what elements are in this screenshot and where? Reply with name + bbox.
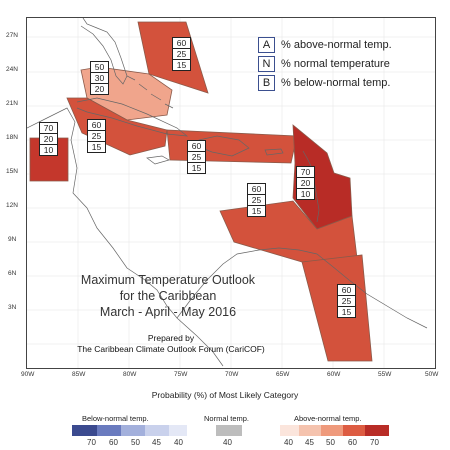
lat-label-9n: 9N [8,236,17,243]
lat-label-24n: 24N [6,66,18,73]
legend-swatch-normal-40 [216,425,242,436]
lon-label-65w: 65W [276,371,290,378]
prob-above: 70 [300,167,311,177]
legend-tick-below-50: 50 [131,438,140,447]
prob-normal: 20 [40,133,57,144]
legend-tick-above-40: 40 [284,438,293,447]
yucatan-central-america-coast [26,107,224,367]
legend-heading: Probability (%) of Most Likely Category [151,390,299,400]
legend-swatch-above-60 [343,425,365,436]
prob-box-lesser-antilles-north: 70 20 10 [296,166,315,200]
key-letter-a: A [258,37,275,53]
legend-tick-below-45: 45 [152,438,161,447]
legend-normal-caption: Normal temp. [204,414,250,423]
lat-label-27n: 27N [6,32,18,39]
prob-above: 60 [91,120,102,130]
legend-tick-below-70: 70 [87,438,96,447]
south-america-coast [176,247,428,329]
cuba-coast [76,97,189,137]
prob-below: 15 [173,59,190,70]
puerto-rico-coast [264,148,284,156]
map-title-line-2: for the Caribbean [119,289,217,303]
prob-normal: 25 [248,194,265,205]
prob-normal: 25 [88,130,105,141]
lat-label-3n: 3N [8,304,17,311]
key-text-below: % below-normal temp. [281,77,391,89]
key-row-above: A % above-normal temp. [258,37,392,53]
prob-box-bahamas-north: 50 30 20 [90,61,109,95]
lat-label-15n: 15N [6,168,18,175]
lon-label-75w: 75W [174,371,188,378]
prob-below: 15 [338,306,355,317]
lat-label-12n: 12N [6,202,18,209]
prob-normal: 25 [338,295,355,306]
map-title-line-3: March - April - May 2016 [99,305,237,319]
prob-box-guianas: 60 25 15 [337,284,356,318]
prob-below: 15 [188,162,205,173]
prob-box-southern-caribbean: 60 25 15 [247,183,266,217]
lon-label-90w: 90W [21,371,35,378]
legend-tick-above-70: 70 [370,438,379,447]
prob-below: 15 [248,205,265,216]
legend-swatch-above-45 [299,425,321,436]
legend-tick-below-60: 60 [109,438,118,447]
prob-below: 10 [40,144,57,155]
key-row-normal: N % normal temperature [258,56,390,72]
lon-label-50w: 50W [425,371,439,378]
lat-label-18n: 18N [6,134,18,141]
prob-normal: 30 [91,72,108,83]
legend-tick-above-45: 45 [305,438,314,447]
key-text-above: % above-normal temp. [281,39,392,51]
legend-below-caption: Below-normal temp. [82,414,149,423]
lat-label-21n: 21N [6,100,18,107]
prob-normal: 25 [188,151,205,162]
lon-label-70w: 70W [225,371,239,378]
legend-tick-below-40: 40 [174,438,183,447]
prob-box-north-florida-east: 60 25 15 [172,37,191,71]
prob-normal: 25 [173,48,190,59]
prob-box-cuba-jamaica: 60 25 15 [87,119,106,153]
key-text-normal: % normal temperature [281,58,390,70]
key-row-below: B % below-normal temp. [258,75,390,91]
prob-above: 60 [176,38,187,48]
prob-above: 60 [251,184,262,194]
prob-above: 60 [341,285,352,295]
legend-swatch-above-40 [280,425,299,436]
prob-box-cuba-west-mexico: 70 20 10 [39,122,58,156]
prob-above: 70 [43,123,54,133]
lon-label-85w: 85W [72,371,86,378]
prob-below: 20 [91,83,108,94]
legend-swatch-below-45 [145,425,169,436]
key-letter-b: B [258,75,275,91]
prob-above: 60 [191,141,202,151]
legend-above-caption: Above-normal temp. [294,414,362,423]
prob-above: 50 [94,62,105,72]
lat-label-6n: 6N [8,270,17,277]
legend-tick-above-60: 60 [348,438,357,447]
key-letter-n: N [258,56,275,72]
credit-caricof: The Caribbean Climate Outlook Forum (Car… [77,344,265,354]
lon-label-55w: 55W [378,371,392,378]
prob-below: 15 [88,141,105,152]
credit-prepared-by: Prepared by [147,333,195,343]
map-title-line-1: Maximum Temperature Outlook [80,273,256,287]
bahamas-islands [126,75,174,109]
legend-swatch-below-70 [72,425,97,436]
prob-below: 10 [297,188,314,199]
lon-label-80w: 80W [123,371,137,378]
legend-swatch-below-50 [121,425,145,436]
legend-swatch-above-70 [365,425,389,436]
legend-swatch-below-40 [169,425,187,436]
legend-tick-normal-40: 40 [223,438,232,447]
jamaica-coast [146,155,170,165]
lon-label-60w: 60W [327,371,341,378]
legend-tick-above-50: 50 [326,438,335,447]
prob-normal: 20 [297,177,314,188]
legend-swatch-below-60 [97,425,121,436]
legend-swatch-above-50 [321,425,343,436]
prob-box-hispaniola-pr: 60 25 15 [187,140,206,174]
